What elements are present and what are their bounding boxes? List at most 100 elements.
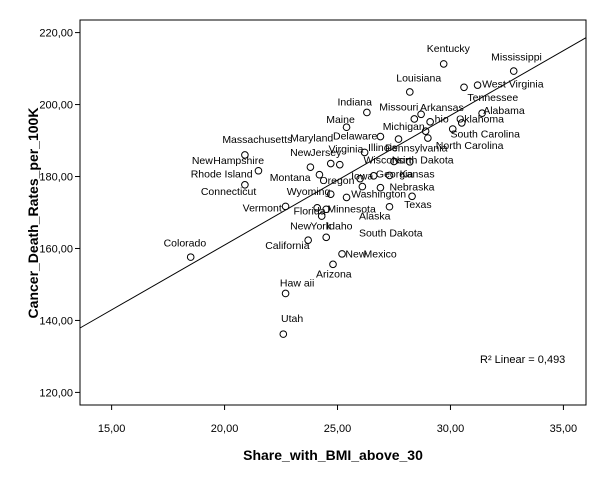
- point-label: Arizona: [316, 269, 352, 281]
- point-label: Texas: [404, 199, 431, 211]
- data-point: [406, 157, 414, 166]
- point-label: Connecticut: [201, 186, 257, 198]
- data-point: [460, 83, 468, 92]
- points-layer: [186, 60, 518, 338]
- data-point: [421, 127, 430, 135]
- data-point: [254, 166, 263, 175]
- data-point: [306, 163, 315, 171]
- point-label: Tennessee: [467, 92, 518, 104]
- data-point: [322, 205, 331, 214]
- point-label: Iowa: [351, 170, 373, 182]
- point-label: Colorado: [164, 237, 207, 249]
- data-point: [473, 81, 482, 89]
- point-label: Kansas: [400, 169, 435, 181]
- y-tick-label: 220,00: [39, 28, 73, 40]
- point-label: hio: [435, 114, 449, 126]
- point-label: Mexico: [363, 248, 396, 260]
- point-label: Delaware: [333, 130, 378, 142]
- point-label: Rhode Island: [191, 169, 253, 181]
- data-point: [317, 212, 326, 220]
- data-point: [509, 67, 518, 75]
- x-tick-label: 25,00: [324, 423, 352, 435]
- point-label: Mississippi: [491, 51, 542, 63]
- data-point: [457, 119, 466, 127]
- data-point: [439, 60, 448, 68]
- point-label: Minnesota: [327, 204, 376, 216]
- data-point: [363, 108, 371, 117]
- data-point: [406, 88, 414, 96]
- plot-frame: [79, 19, 587, 406]
- data-point: [279, 330, 288, 338]
- data-point: [342, 123, 351, 132]
- data-point: [369, 171, 378, 180]
- point-label: Idaho: [326, 220, 352, 232]
- data-point: [281, 202, 290, 211]
- data-point: [358, 182, 367, 191]
- x-tick-label: 20,00: [211, 423, 239, 435]
- x-axis-title: Share_with_BMI_above_30: [243, 447, 423, 463]
- data-point: [394, 135, 403, 143]
- point-label: Oklahoma: [456, 114, 504, 126]
- y-tick-label: 200,00: [39, 100, 73, 112]
- point-label: Indiana: [338, 96, 373, 108]
- y-tick-label: 160,00: [39, 243, 73, 255]
- data-point: [304, 236, 312, 245]
- data-point: [322, 233, 331, 242]
- point-label: New: [345, 248, 366, 260]
- fit-line-layer: [79, 37, 587, 329]
- x-axis: 15,00 20,00 25,00 30,00 35,00: [98, 405, 577, 435]
- data-point: [410, 115, 419, 123]
- data-point: [281, 289, 290, 298]
- point-label: Utah: [281, 313, 303, 325]
- data-point: [186, 253, 195, 261]
- data-point: [426, 118, 434, 126]
- data-point: [478, 109, 486, 117]
- point-label: Oregon: [319, 175, 354, 187]
- data-point: [315, 170, 324, 179]
- y-tick-label: 180,00: [39, 172, 73, 184]
- point-label: New: [290, 220, 311, 232]
- data-point: [385, 202, 394, 211]
- point-label: Wisconsin: [363, 155, 411, 167]
- data-point: [385, 171, 394, 180]
- data-point: [360, 148, 369, 157]
- point-label: Pennsylvania: [385, 143, 448, 155]
- point-label: York: [310, 220, 331, 232]
- data-point: [376, 132, 385, 141]
- point-label: West Virginia: [482, 78, 544, 90]
- data-point: [424, 134, 432, 142]
- fit-line: [79, 37, 587, 329]
- point-label: Arkansas: [420, 102, 464, 114]
- data-point: [356, 174, 364, 183]
- r2-label: R² Linear = 0,493: [480, 354, 565, 366]
- point-label: Vermont: [243, 202, 282, 214]
- point-label: South Dakota: [359, 228, 423, 240]
- data-point: [326, 190, 335, 198]
- point-label: Louisiana: [396, 73, 441, 85]
- point-label: Missouri: [379, 102, 418, 114]
- point-label: New: [290, 147, 311, 159]
- x-tick-label: 35,00: [550, 423, 578, 435]
- point-label: New: [192, 155, 213, 167]
- data-point: [408, 192, 416, 201]
- point-label: Michigan: [383, 121, 425, 133]
- y-axis: 120,00 140,00 160,00 180,00 200,00 220,00: [39, 28, 80, 399]
- y-tick-label: 120,00: [39, 387, 73, 399]
- x-tick-label: 30,00: [437, 423, 465, 435]
- point-label: California: [265, 240, 310, 252]
- point-label: Massachusetts: [222, 134, 292, 146]
- data-point: [241, 180, 249, 189]
- data-point: [448, 125, 457, 133]
- point-labels-layer: Kentucky Mississippi Louisiana West Virgini…: [164, 43, 544, 325]
- data-point: [329, 260, 337, 269]
- y-axis-title: Cancer_Death_Rates_per_100K: [25, 108, 41, 319]
- point-label: Wyoming: [287, 186, 331, 198]
- point-label: Montana: [270, 172, 311, 184]
- data-point: [417, 110, 425, 119]
- point-label: Nebraska: [389, 182, 434, 194]
- point-label: Alaska: [359, 210, 391, 222]
- point-label: Maine: [326, 114, 355, 126]
- point-label: Haw aii: [280, 277, 314, 289]
- point-label: Illinois: [368, 142, 397, 154]
